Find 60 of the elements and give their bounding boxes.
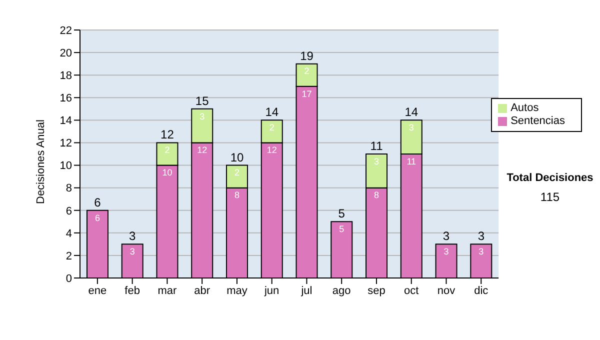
- data-label: 12: [266, 145, 277, 156]
- total-label: 3: [478, 229, 485, 244]
- x-tick-label: abr: [194, 284, 210, 297]
- total-label: 11: [370, 139, 384, 153]
- x-tick-label: ene: [88, 284, 107, 297]
- data-label: 5: [339, 224, 344, 234]
- x-tick-label: oct: [404, 284, 419, 297]
- data-label: 3: [408, 122, 414, 133]
- y-tick-label: 4: [66, 228, 72, 240]
- data-label: 8: [374, 190, 380, 200]
- total-label: 5: [338, 206, 346, 221]
- total-label: 3: [442, 229, 450, 244]
- data-label: 3: [130, 246, 135, 257]
- x-tick-label: jul: [300, 284, 312, 297]
- total-label: 14: [404, 105, 418, 120]
- data-label: 3: [444, 246, 449, 257]
- total-label: 19: [300, 48, 314, 63]
- text: 115: [539, 190, 561, 204]
- data-label: 3: [200, 111, 205, 122]
- data-label: 12: [197, 145, 208, 156]
- x-tick-label: sep: [368, 284, 386, 297]
- data-label: 2: [304, 66, 310, 76]
- data-label: 6: [94, 212, 100, 223]
- total-label: 15: [195, 94, 210, 108]
- y-tick-label: 8: [66, 182, 72, 195]
- y-tick-label: 20: [60, 47, 72, 60]
- total-label: 10: [230, 150, 244, 164]
- y-tick-label: 10: [60, 160, 72, 172]
- data-label: 10: [162, 168, 172, 178]
- x-tick-label: feb: [124, 284, 140, 297]
- x-tick-label: ago: [332, 284, 351, 297]
- text: Total Decisiones: [506, 172, 594, 184]
- x-tick-label: mar: [158, 284, 178, 297]
- total-label: 6: [94, 195, 102, 210]
- data-label: 2: [269, 122, 274, 133]
- y-tick-label: 2: [66, 250, 72, 262]
- y-tick-label: 12: [60, 138, 72, 150]
- data-label: 8: [234, 190, 240, 200]
- y-tick-label: 0: [66, 272, 72, 285]
- data-label: 3: [478, 246, 484, 257]
- x-tick-label: jun: [263, 284, 280, 297]
- total-label: 3: [129, 229, 136, 244]
- total-label: 12: [160, 128, 174, 142]
- y-tick-label: 14: [60, 115, 72, 128]
- y-axis-title: Decisiones Anual: [34, 120, 47, 204]
- x-tick-label: may: [226, 284, 248, 297]
- y-tick-label: 22: [60, 24, 72, 37]
- x-tick-label: dic: [474, 284, 489, 297]
- data-label: 2: [234, 168, 240, 178]
- data-label: 2: [164, 145, 170, 156]
- legend-label: Sentencias: [510, 115, 565, 127]
- y-tick-label: 6: [66, 205, 72, 218]
- data-label: 17: [302, 88, 312, 99]
- x-tick-label: nov: [437, 284, 456, 297]
- total-label: 14: [265, 105, 279, 120]
- data-label: 3: [374, 156, 380, 166]
- data-label: 11: [406, 156, 416, 166]
- legend-label: Autos: [510, 102, 539, 114]
- y-tick-label: 18: [60, 70, 72, 82]
- y-tick-label: 16: [60, 92, 72, 105]
